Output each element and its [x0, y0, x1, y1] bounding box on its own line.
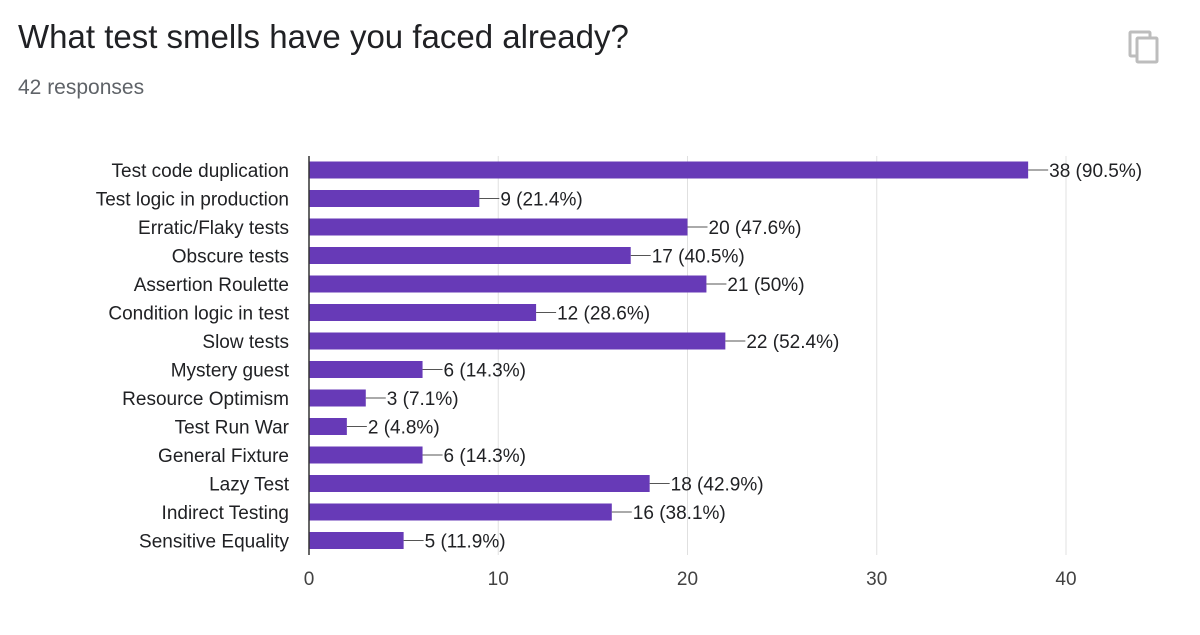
category-label: Slow tests — [202, 332, 289, 353]
category-label: Lazy Test — [209, 475, 290, 496]
category-label: Condition logic in test — [108, 304, 289, 325]
x-tick-label: 30 — [866, 569, 887, 590]
x-tick-label: 40 — [1055, 569, 1076, 590]
category-label: Test Run War — [175, 418, 290, 439]
response-count: 42 responses — [18, 76, 145, 99]
bar — [309, 304, 537, 321]
bar — [309, 475, 650, 492]
bar — [309, 389, 366, 407]
bar — [309, 247, 631, 264]
value-label: 5 (11.9%) — [425, 532, 506, 553]
bar — [309, 332, 726, 350]
category-label: General Fixture — [158, 446, 289, 467]
bar — [309, 503, 612, 521]
value-label: 22 (52.4%) — [746, 332, 839, 353]
category-label: Assertion Roulette — [134, 275, 289, 296]
category-label: Sensitive Equality — [139, 532, 289, 553]
bar — [309, 218, 688, 236]
category-label: Obscure tests — [172, 247, 289, 268]
x-tick-label: 20 — [677, 569, 698, 590]
value-label: 20 (47.6%) — [709, 218, 802, 239]
value-label: 18 (42.9%) — [671, 475, 764, 496]
value-label: 3 (7.1%) — [387, 389, 459, 410]
value-label: 16 (38.1%) — [633, 503, 726, 524]
value-label: 17 (40.5%) — [652, 247, 745, 268]
category-label: Test code duplication — [112, 161, 289, 182]
category-label: Mystery guest — [171, 361, 290, 382]
bar — [309, 418, 347, 435]
value-label: 2 (4.8%) — [368, 418, 440, 439]
x-tick-label: 10 — [488, 569, 509, 590]
value-label: 6 (14.3%) — [444, 446, 526, 467]
value-label: 9 (21.4%) — [500, 190, 582, 211]
value-label: 21 (50%) — [727, 275, 804, 296]
bar — [309, 190, 480, 207]
value-label: 12 (28.6%) — [557, 304, 650, 325]
copy-chart-button[interactable] — [1124, 26, 1164, 66]
category-label: Erratic/Flaky tests — [138, 218, 289, 239]
category-label: Resource Optimism — [122, 389, 289, 410]
bar — [309, 161, 1029, 179]
copy-icon — [1128, 30, 1159, 64]
category-label: Indirect Testing — [162, 503, 289, 524]
value-label: 6 (14.3%) — [444, 361, 526, 382]
bar — [309, 446, 423, 464]
chart-title: What test smells have you faced already? — [18, 18, 629, 55]
bar — [309, 532, 404, 549]
bar — [309, 361, 423, 378]
value-label: 38 (90.5%) — [1049, 161, 1142, 182]
bar — [309, 275, 707, 293]
category-label: Test logic in production — [96, 190, 289, 211]
x-tick-label: 0 — [304, 569, 315, 590]
